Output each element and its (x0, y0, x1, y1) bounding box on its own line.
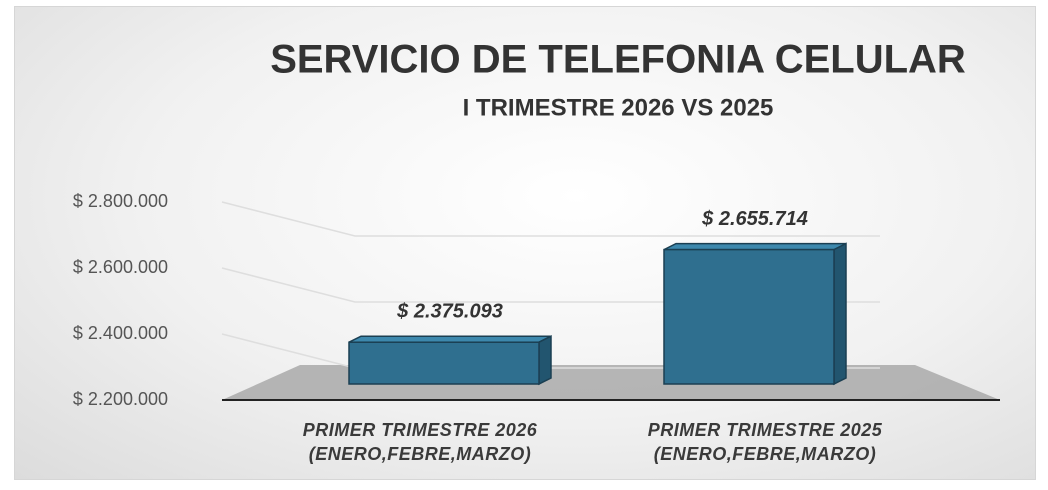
bar-top (663, 242, 847, 251)
bar-top (348, 335, 552, 343)
y-tick-label: $ 2.600.000 (73, 257, 168, 277)
data-label: $ 2.655.714 (701, 208, 808, 230)
y-tick-label: $ 2.200.000 (73, 389, 168, 409)
grid-line (221, 201, 880, 237)
floor (222, 365, 1000, 400)
bar (348, 341, 540, 385)
x-tick-label: PRIMER TRIMESTRE 2026 (ENERO,FEBRE,MARZO… (302, 420, 538, 464)
x-tick-label: PRIMER TRIMESTRE 2025 (ENERO,FEBRE,MARZO… (647, 420, 883, 464)
chart-title: SERVICIO DE TELEFONIA CELULAR (270, 38, 966, 82)
data-label: $ 2.375.093 (396, 301, 503, 323)
bar-side (833, 242, 847, 386)
y-tick-label: $ 2.400.000 (73, 323, 168, 343)
bar-side (538, 335, 552, 386)
bar (663, 248, 835, 385)
y-tick-label: $ 2.800.000 (73, 191, 168, 211)
chart-subtitle: I TRIMESTRE 2026 VS 2025 (463, 94, 774, 121)
